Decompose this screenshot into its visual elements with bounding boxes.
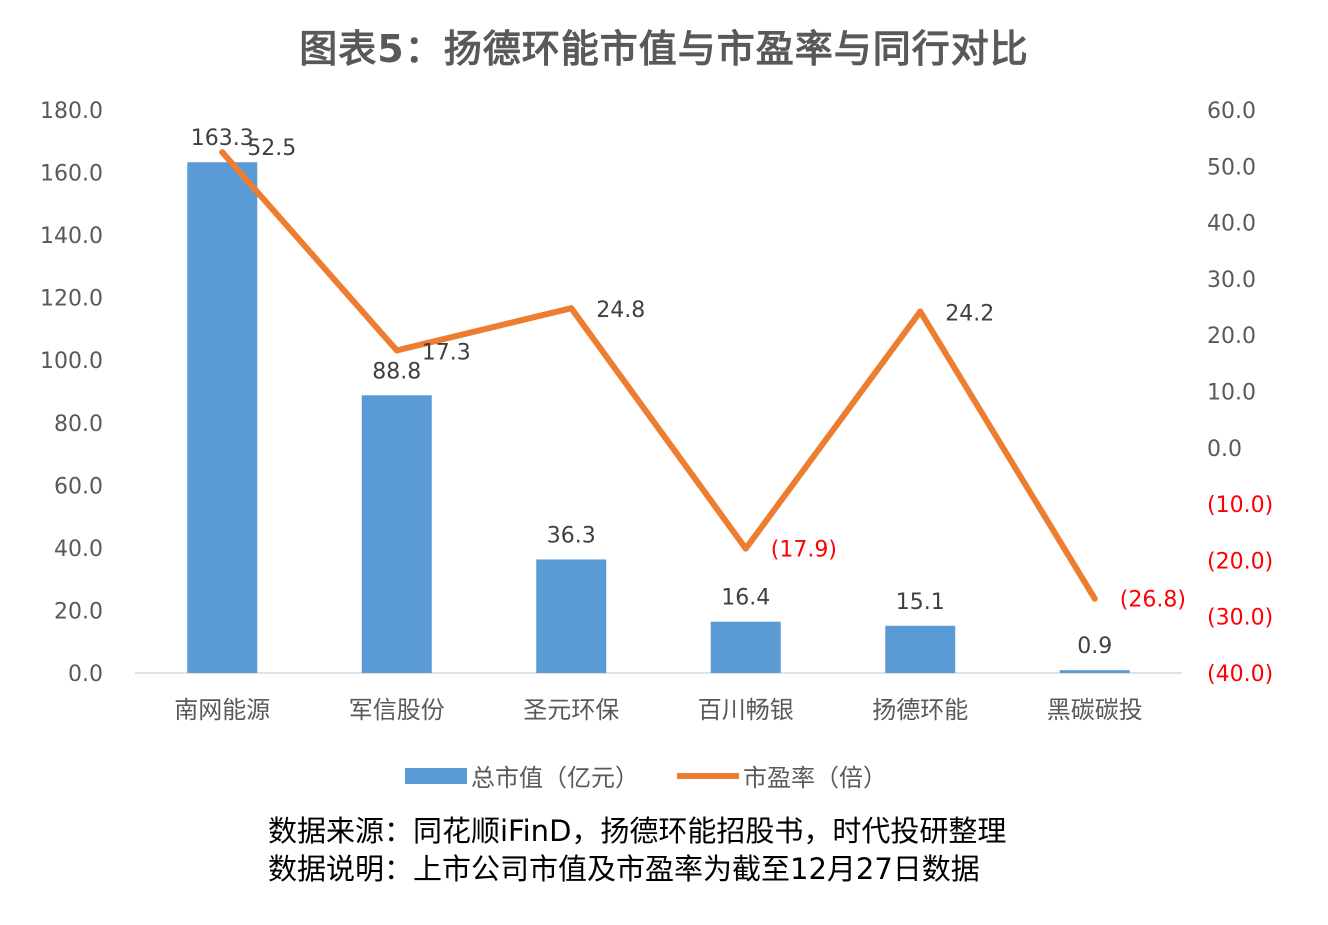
left-axis-tick: 40.0	[54, 537, 103, 562]
right-axis-tick: 40.0	[1207, 212, 1256, 237]
bar-label: 36.3	[547, 523, 596, 548]
right-axis-tick: 20.0	[1207, 324, 1256, 349]
bar-label: 16.4	[721, 586, 770, 611]
pe-point-1	[393, 347, 400, 354]
pe-point-3	[742, 545, 749, 552]
right-axis-tick: (10.0)	[1207, 493, 1273, 518]
source-note: 数据来源：同花顺iFinD，扬德环能招股书，时代投研整理	[268, 814, 1007, 848]
bar-label: 163.3	[191, 126, 254, 151]
pe-label: 17.3	[422, 340, 471, 365]
left-axis-tick: 120.0	[40, 287, 103, 312]
bar-label: 88.8	[372, 359, 421, 384]
bar-0	[187, 162, 258, 673]
legend-swatch-bar	[405, 767, 467, 784]
bar-label: 15.1	[896, 590, 945, 615]
pe-label: 52.5	[247, 136, 296, 161]
explanation-note: 数据说明：上市公司市值及市盈率为截至12月27日数据	[268, 852, 980, 886]
x-axis-tick: 黑碳碳投	[1047, 696, 1143, 724]
right-axis-tick: (20.0)	[1207, 549, 1273, 574]
left-axis-tick: 100.0	[40, 349, 103, 374]
bar-5	[1059, 670, 1130, 673]
right-axis-tick: (40.0)	[1207, 662, 1273, 687]
bar-3	[710, 621, 781, 673]
pe-point-2	[568, 305, 575, 312]
x-axis-tick: 南网能源	[174, 696, 270, 724]
pe-point-4	[917, 308, 924, 315]
x-axis-tick: 百川畅银	[698, 696, 794, 724]
right-axis-tick: 30.0	[1207, 268, 1256, 293]
pe-label: (26.8)	[1120, 588, 1186, 613]
legend-swatch-line	[677, 772, 739, 779]
pe-label: 24.8	[596, 298, 645, 323]
pe-point-0	[219, 149, 226, 156]
x-axis-tick: 圣元环保	[523, 696, 619, 724]
legend: 总市值（亿元） 市盈率（倍）	[405, 758, 887, 793]
chart-title: 图表5：扬德环能市值与市盈率与同行对比	[299, 27, 1029, 71]
bar-1	[361, 395, 432, 673]
left-axis-tick: 140.0	[40, 224, 103, 249]
right-axis-tick: 0.0	[1207, 437, 1242, 462]
left-axis-tick: 80.0	[54, 412, 103, 437]
left-axis-tick: 160.0	[40, 162, 103, 187]
left-axis-tick: 0.0	[68, 662, 103, 687]
left-axis-tick: 180.0	[40, 99, 103, 124]
bar-label: 0.9	[1077, 634, 1112, 659]
pe-line	[219, 149, 1098, 602]
legend-label-market-cap: 总市值（亿元）	[471, 764, 639, 792]
bar-2	[536, 559, 607, 673]
left-axis-tick: 60.0	[54, 474, 103, 499]
x-axis-tick: 军信股份	[349, 696, 445, 724]
pe-label: (17.9)	[771, 538, 837, 563]
left-axis-tick: 20.0	[54, 599, 103, 624]
notes: 数据来源：同花顺iFinD，扬德环能招股书，时代投研整理 数据说明：上市公司市值…	[268, 812, 1006, 888]
legend-label-pe: 市盈率（倍）	[743, 764, 887, 792]
right-axis-tick: (30.0)	[1207, 606, 1273, 631]
x-axis-tick: 扬德环能	[872, 696, 968, 724]
right-axis-tick: 50.0	[1207, 155, 1256, 180]
right-axis-tick: 10.0	[1207, 381, 1256, 406]
pe-label: 24.2	[945, 302, 994, 327]
bar-4	[885, 625, 956, 673]
right-axis-tick: 60.0	[1207, 99, 1256, 124]
pe-point-5	[1091, 595, 1098, 602]
